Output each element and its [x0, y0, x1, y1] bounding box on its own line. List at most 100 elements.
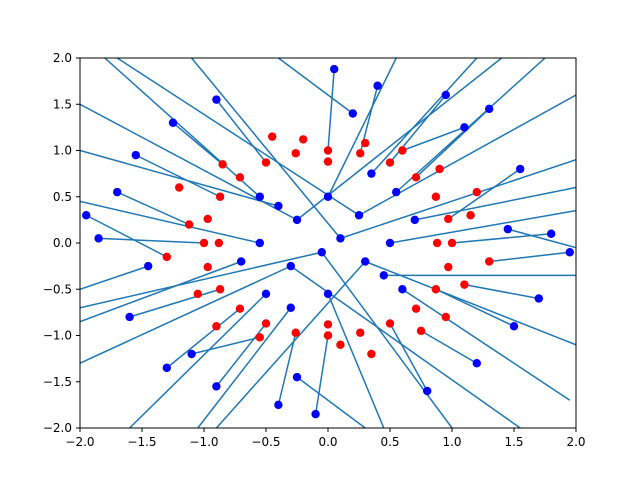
outer-point: [82, 211, 91, 220]
connecting-segment: [464, 283, 539, 300]
connecting-segment: [507, 228, 576, 249]
inner-point: [416, 326, 426, 336]
inner-point: [199, 238, 209, 248]
inner-point: [336, 340, 345, 349]
connecting-segment: [116, 191, 190, 226]
inner-point: [398, 146, 407, 155]
outer-point: [187, 349, 196, 359]
y-axis: −2.0 −1.5 −1.0 −0.5 0.0 0.5 1.0 1.5 2.0: [43, 51, 80, 435]
y-tick-label: 1.0: [53, 144, 72, 158]
outer-point: [460, 123, 469, 132]
connecting-segment: [85, 214, 168, 258]
y-tick-label: −0.5: [43, 282, 72, 296]
outer-point: [212, 382, 221, 391]
connecting-segment: [296, 376, 366, 428]
outer-point: [255, 238, 264, 248]
inner-point: [356, 149, 365, 158]
inner-point: [203, 214, 212, 224]
outer-point: [292, 372, 302, 382]
segment-layer: [80, 58, 576, 428]
outer-point: [131, 150, 140, 160]
inner-point: [441, 312, 450, 322]
inner-point: [485, 257, 494, 266]
x-axis: −2.0 −1.5 −1.0 −0.5 0.0 0.5 1.0 1.5 2.0: [65, 428, 586, 449]
outer-point: [336, 234, 345, 243]
y-tick-label: 1.5: [53, 97, 72, 111]
inner-point: [215, 192, 225, 201]
inner-point: [472, 187, 481, 197]
outer-point: [168, 118, 178, 127]
inner-point: [184, 220, 194, 229]
inner-point: [447, 238, 457, 248]
plot-area: [80, 58, 576, 428]
outer-point: [212, 95, 221, 104]
inner-point: [466, 211, 475, 220]
point-layer: [82, 64, 574, 419]
connecting-segment: [314, 335, 329, 415]
inner-point: [432, 238, 442, 248]
connecting-segment: [451, 233, 552, 244]
inner-point: [361, 138, 370, 148]
connecting-segment: [197, 307, 292, 428]
outer-point: [144, 261, 153, 271]
inner-point: [261, 319, 271, 328]
inner-point: [193, 289, 202, 299]
inner-point: [435, 164, 444, 174]
inner-point: [214, 238, 224, 248]
inner-point: [299, 135, 308, 144]
outer-point: [311, 409, 320, 419]
outer-point: [274, 201, 283, 211]
x-tick-label: 1.0: [442, 435, 461, 449]
outer-point: [509, 322, 519, 331]
connecting-segment: [191, 58, 341, 239]
connecting-segment: [104, 58, 261, 198]
outer-point: [286, 261, 295, 271]
inner-point: [268, 132, 277, 141]
y-tick-label: 2.0: [53, 51, 72, 65]
inner-point: [385, 158, 395, 167]
inner-point: [444, 262, 453, 272]
connecting-segment: [395, 58, 546, 193]
inner-point: [356, 328, 365, 337]
connecting-segment: [327, 58, 397, 198]
plot-background: [80, 58, 576, 428]
outer-point: [323, 289, 333, 299]
outer-point: [354, 211, 364, 220]
inner-point: [255, 333, 264, 342]
connecting-segment: [327, 293, 385, 428]
connecting-segment: [327, 69, 335, 151]
connecting-segment: [414, 186, 576, 221]
connecting-segment: [489, 251, 570, 263]
connecting-segment: [80, 265, 292, 364]
outer-point: [485, 104, 494, 114]
x-tick-label: 1.5: [504, 435, 523, 449]
connecting-segment: [340, 159, 576, 240]
connecting-segment: [80, 251, 322, 309]
connecting-segment: [389, 209, 576, 244]
connecting-segment: [135, 154, 221, 198]
inner-point: [411, 173, 421, 182]
outer-point: [392, 187, 401, 197]
outer-point: [237, 257, 246, 266]
inner-point: [411, 304, 421, 313]
connecting-segment: [370, 58, 478, 175]
outer-point: [274, 400, 283, 410]
outer-point: [503, 224, 512, 234]
inner-point: [162, 252, 171, 262]
connecting-segment: [215, 261, 366, 428]
outer-point: [410, 215, 419, 225]
inner-point: [175, 183, 184, 192]
outer-point: [373, 81, 382, 90]
outer-point: [286, 303, 295, 312]
outer-point: [255, 192, 264, 201]
outer-point: [398, 285, 407, 294]
connecting-segment: [420, 330, 478, 364]
connecting-segment: [80, 260, 242, 323]
x-tick-label: −1.0: [189, 435, 218, 449]
x-tick-label: 2.0: [566, 435, 585, 449]
outer-point: [472, 359, 481, 368]
outer-point: [162, 363, 171, 373]
connecting-segment: [296, 58, 503, 221]
outer-point: [441, 90, 450, 100]
